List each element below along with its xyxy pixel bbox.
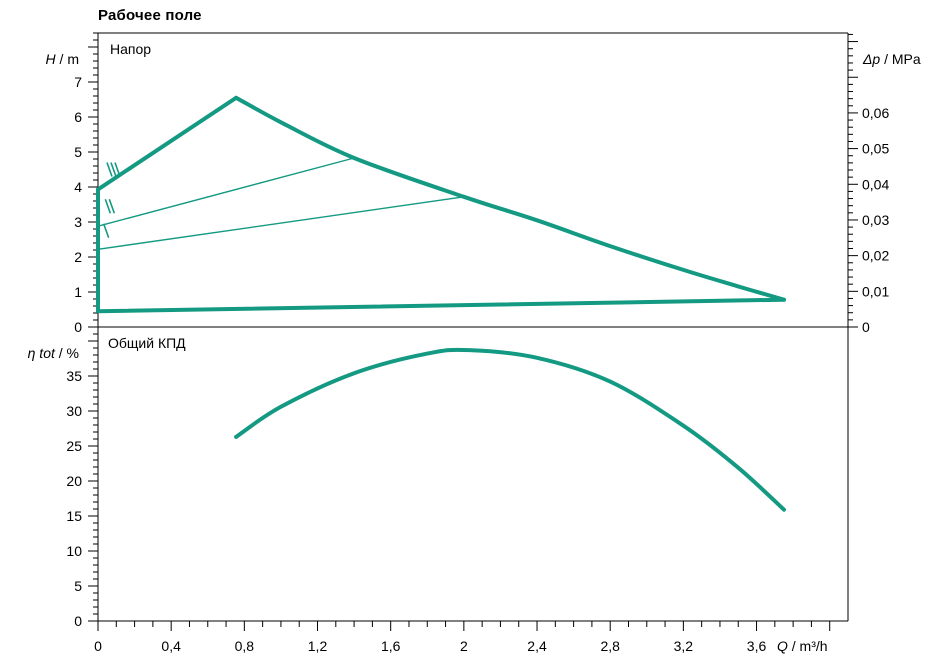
q-tick-label: 2 [460, 638, 468, 654]
labels-layer: 0 1 2 3 4 5 6 7 0 0,01 0,02 0,03 0,04 0,05 0,06 0 5 10 15 2… [28, 41, 921, 654]
curve-I [97, 196, 465, 250]
h-tick-label: 0 [74, 319, 82, 335]
q-tick-label: 1,6 [381, 638, 401, 654]
h-tick-label: 6 [74, 109, 82, 125]
h-tick-label: 5 [74, 144, 82, 160]
envelope [96, 187, 786, 314]
stage-stroke [108, 198, 116, 214]
q-tick-label: 0,8 [235, 638, 255, 654]
stage-stroke [106, 162, 113, 177]
h-tick-label: 4 [74, 179, 82, 195]
curves-layer [96, 95, 786, 512]
dp-tick-label: 0,02 [862, 248, 889, 264]
eta-tick-label: 35 [66, 368, 82, 384]
curve-III-falling [234, 95, 786, 302]
q-axis-title: Q / m³/h [777, 638, 828, 654]
eta-tick-label: 25 [66, 438, 82, 454]
h-tick-label: 1 [74, 284, 82, 300]
eta-tick-label: 30 [66, 403, 82, 419]
q-tick-label: 3,6 [747, 638, 767, 654]
dp-axis-title: Δp / MPa [862, 51, 921, 67]
eta-tick-label: 0 [74, 613, 82, 629]
dp-tick-label: 0 [862, 319, 870, 335]
dp-tick-label: 0,03 [862, 212, 889, 228]
stage-stroke [110, 162, 117, 177]
axes-layer [88, 32, 858, 631]
efficiency-curve [234, 347, 786, 512]
stage-stroke [114, 162, 121, 177]
efficiency-panel-label: Общий КПД [108, 335, 186, 351]
dp-tick-label: 0,06 [862, 105, 889, 121]
q-tick-label: 0,4 [161, 638, 181, 654]
eta-tick-label: 5 [74, 578, 82, 594]
head-panel-label: Напор [110, 41, 151, 57]
curve-II [97, 157, 355, 227]
eta-axis-title: η tot / % [28, 345, 79, 361]
dp-tick-label: 0,05 [862, 141, 889, 157]
eta-tick-label: 10 [66, 543, 82, 559]
eta-tick-label: 20 [66, 473, 82, 489]
curve-III-rising [96, 95, 239, 192]
dp-tick-label: 0,04 [862, 176, 889, 192]
eta-tick-label: 15 [66, 508, 82, 524]
q-tick-label: 1,2 [308, 638, 328, 654]
chart-title: Рабочее поле [98, 7, 202, 24]
q-tick-label: 2,8 [600, 638, 620, 654]
h-tick-label: 2 [74, 249, 82, 265]
stage-stroke [104, 198, 112, 214]
q-tick-label: 3,2 [674, 638, 694, 654]
q-tick-label: 2,4 [527, 638, 547, 654]
dp-tick-label: 0,01 [862, 283, 889, 299]
h-tick-label: 3 [74, 214, 82, 230]
stage-stroke [102, 223, 110, 239]
q-tick-label: 0 [94, 638, 102, 654]
h-axis-title: H / m [46, 51, 79, 67]
h-tick-label: 7 [74, 74, 82, 90]
